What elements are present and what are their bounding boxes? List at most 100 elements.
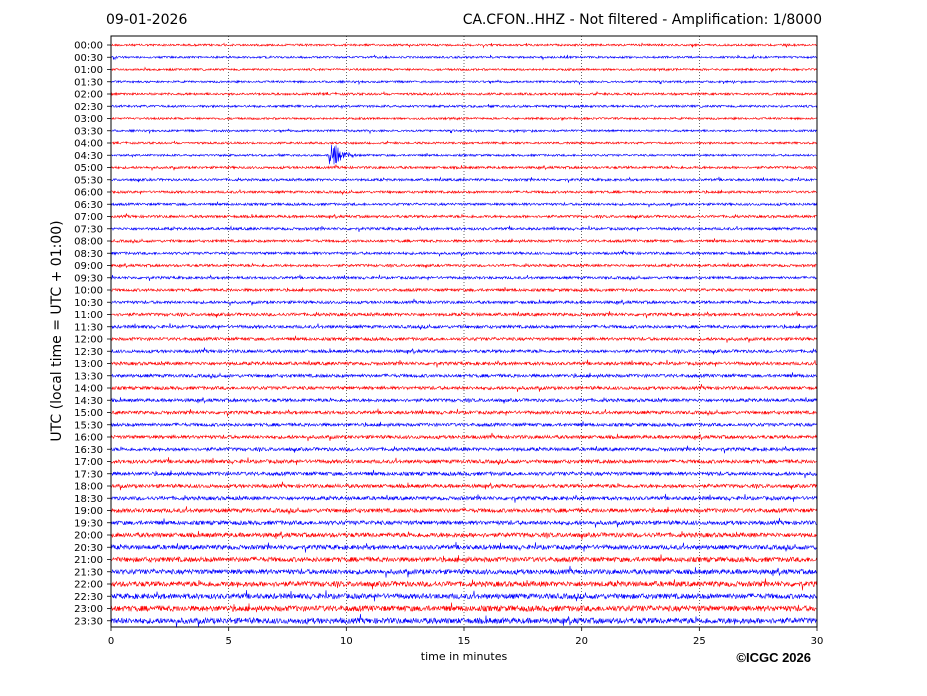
trace-2230: [110, 589, 818, 602]
x-tick-label: 20: [575, 636, 588, 647]
y-tick-label: 06:00: [74, 188, 103, 199]
trace-1400: [110, 384, 818, 392]
y-axis-label: UTC (local time = UTC + 01:00): [49, 220, 65, 442]
trace-0900: [110, 261, 818, 269]
y-tick-label: 20:30: [74, 543, 103, 554]
x-axis-label: time in minutes: [420, 650, 508, 663]
y-tick-label: 16:00: [74, 433, 103, 444]
trace-1300: [110, 359, 818, 368]
copyright-credit: ©ICGC 2026: [736, 650, 811, 665]
y-tick-label: 09:00: [74, 261, 103, 272]
y-tick-label: 10:30: [74, 298, 103, 309]
trace-0330: [110, 128, 818, 135]
y-tick-label: 01:00: [74, 65, 103, 76]
trace-0230: [110, 104, 818, 110]
plot-frame: [110, 35, 818, 628]
trace-0000: [110, 42, 818, 49]
trace-1000: [110, 286, 818, 293]
y-tick-label: 03:30: [74, 126, 103, 137]
trace-0600: [111, 189, 818, 196]
trace-1830: [110, 493, 818, 503]
trace-0400: [110, 140, 818, 146]
trace-0930: [110, 274, 818, 281]
y-tick-label: 17:30: [74, 469, 103, 480]
y-tick-label: 20:00: [74, 531, 103, 542]
trace-2000: [110, 530, 818, 540]
y-tick-label: 04:30: [74, 151, 103, 162]
y-tick-label: 14:30: [74, 396, 103, 407]
trace-0300: [110, 116, 818, 122]
y-tick-label: 22:30: [74, 592, 103, 603]
trace-0800: [110, 238, 818, 244]
y-tick-label: 09:30: [74, 273, 103, 284]
y-tick-label: 00:30: [74, 53, 103, 64]
y-tick-label: 18:30: [74, 494, 103, 505]
y-tick-label: 08:00: [74, 237, 103, 248]
y-tick-label: 15:30: [74, 420, 103, 431]
trace-0030: [110, 53, 818, 61]
y-tick-label: 05:30: [74, 175, 103, 186]
trace-1430: [110, 396, 818, 404]
trace-0530: [110, 176, 818, 183]
y-tick-label: 08:30: [74, 249, 103, 260]
trace-1130: [110, 323, 818, 330]
y-tick-label: 13:00: [74, 359, 103, 370]
y-tick-label: 01:30: [74, 77, 103, 88]
y-tick-label: 12:30: [74, 347, 103, 358]
y-tick-label: 22:00: [74, 580, 103, 591]
chart-title: CA.CFON..HHZ - Not filtered - Amplificat…: [462, 12, 822, 28]
trace-1230: [110, 347, 818, 355]
y-tick-label: 16:30: [74, 445, 103, 456]
trace-1530: [110, 421, 818, 428]
y-tick-label: 11:00: [74, 310, 103, 321]
y-tick-label: 07:30: [74, 224, 103, 235]
trace-2030: [110, 541, 818, 553]
trace-2300: [110, 602, 818, 613]
trace-1930: [110, 517, 818, 528]
trace-1330: [110, 372, 818, 379]
trace-0100: [110, 66, 818, 73]
trace-0630: [110, 201, 818, 208]
trace-0830: [110, 250, 818, 257]
date-label: 09-01-2026: [106, 12, 188, 28]
trace-1900: [110, 506, 818, 515]
y-tick-label: 18:00: [74, 482, 103, 493]
trace-1500: [110, 408, 818, 417]
x-tick-label: 25: [693, 636, 706, 647]
y-tick-label: 03:00: [74, 114, 103, 125]
y-tick-label: 04:00: [74, 139, 103, 150]
y-tick-label: 12:00: [74, 335, 103, 346]
y-tick-label: 21:30: [74, 567, 103, 578]
trace-0500: [110, 164, 818, 171]
y-tick-label: 06:30: [74, 200, 103, 211]
trace-1600: [110, 432, 818, 442]
trace-1730: [110, 469, 818, 479]
trace-0730: [110, 225, 818, 232]
y-tick-label: 23:00: [74, 604, 103, 615]
y-tick-label: 11:30: [74, 322, 103, 333]
trace-1800: [110, 481, 818, 491]
y-tick-label: 19:30: [74, 518, 103, 529]
x-tick-label: 10: [340, 636, 353, 647]
y-tick-label: 02:00: [74, 90, 103, 101]
y-tick-label: 23:30: [74, 616, 103, 627]
x-tick-label: 0: [108, 636, 114, 647]
y-tick-label: 07:00: [74, 212, 103, 223]
y-tick-label: 14:00: [74, 384, 103, 395]
y-tick-label: 05:00: [74, 163, 103, 174]
y-tick-label: 02:30: [74, 102, 103, 113]
trace-1200: [110, 335, 818, 343]
trace-0200: [110, 91, 818, 97]
trace-1630: [110, 445, 818, 454]
trace-2330: [110, 613, 818, 628]
trace-0700: [110, 213, 818, 220]
trace-1100: [110, 310, 818, 319]
y-tick-label: 17:00: [74, 457, 103, 468]
trace-0130: [110, 79, 818, 86]
y-tick-label: 15:00: [74, 408, 103, 419]
trace-1700: [110, 457, 818, 466]
trace-1030: [110, 298, 818, 306]
trace-2200: [110, 578, 818, 591]
